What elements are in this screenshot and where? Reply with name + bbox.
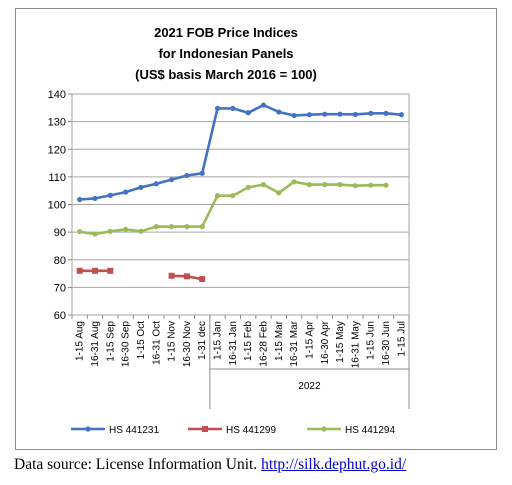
data-point-hs-441294 (322, 182, 328, 188)
data-point-hs-441299 (107, 267, 114, 274)
data-point-hs-441299 (76, 267, 83, 274)
data-point-hs-441231 (230, 105, 236, 111)
y-tick-label: 140 (48, 89, 66, 101)
chart-title-line-3: (US$ basis March 2016 = 100) (135, 67, 317, 82)
x-tick-label: 1-15 Oct (136, 321, 147, 360)
data-point-hs-441294 (199, 224, 205, 230)
data-source-link[interactable]: http://silk.dephut.go.id/ (261, 456, 407, 473)
x-tick-label: 1-15 May (335, 321, 346, 363)
data-point-hs-441231 (291, 112, 297, 119)
x-tick-label: 16-31 Mar (289, 320, 300, 366)
data-point-hs-441294 (77, 228, 83, 235)
x-tick-label: 16-30 Sep (121, 321, 132, 368)
data-point-hs-441299 (168, 272, 175, 279)
data-point-hs-441231 (383, 110, 389, 116)
data-point-hs-441231 (123, 189, 129, 195)
legend-label-hs-441294: HS 441294 (345, 425, 395, 436)
y-tick-label: 80 (54, 255, 66, 267)
data-point-hs-441294 (291, 179, 297, 185)
y-tick-label: 130 (48, 117, 66, 129)
y-tick-label: 60 (54, 310, 66, 322)
data-source-line: Data source: License Information Unit. h… (14, 456, 406, 474)
x-tick-label: 16-31 May (350, 321, 361, 368)
y-tick-label: 70 (54, 282, 66, 294)
data-point-hs-441294 (306, 182, 313, 188)
x-tick-label: 1-15 Feb (243, 321, 254, 361)
chart-title-line-1: 2021 FOB Price Indices (154, 25, 298, 40)
x-tick-label: 1-15 Jun (366, 321, 377, 360)
x-tick-label: 16-30 Apr (320, 320, 331, 364)
data-point-hs-441231 (260, 102, 267, 108)
data-point-hs-441231 (276, 109, 282, 115)
legend-marker-hs-441294 (321, 426, 327, 432)
y-tick-label: 120 (48, 144, 66, 156)
data-point-hs-441231 (322, 111, 328, 117)
legend-marker-hs-441231 (85, 426, 91, 432)
data-point-hs-441231 (214, 105, 221, 111)
legend-marker-hs-441299 (202, 426, 208, 432)
data-point-hs-441294 (245, 184, 251, 190)
x-tick-label: 16-30 Nov (182, 321, 193, 367)
data-point-hs-441231 (337, 111, 343, 117)
data-point-hs-441294 (123, 226, 129, 232)
data-point-hs-441294 (383, 182, 389, 188)
legend-label-hs-441299: HS 441299 (226, 425, 276, 436)
data-point-hs-441231 (107, 192, 113, 198)
data-point-hs-441231 (153, 181, 159, 187)
data-point-hs-441231 (368, 110, 374, 116)
x-tick-label: 1-15 Mar (274, 320, 285, 361)
data-point-hs-441294 (168, 224, 175, 230)
y-tick-label: 100 (48, 200, 66, 212)
data-point-hs-441294 (260, 182, 267, 188)
chart-title-line-2: for Indonesian Panels (158, 46, 293, 61)
data-point-hs-441294 (368, 182, 374, 188)
data-point-hs-441231 (199, 170, 205, 176)
series-line-hs-441231 (79, 103, 402, 201)
data-point-hs-441294 (352, 183, 358, 189)
x-tick-label: 16-31 Oct (151, 321, 162, 365)
x-tick-label: 1-15 Jul (396, 321, 407, 357)
year-group-label: 2022 (298, 381, 321, 392)
data-point-hs-441294 (92, 231, 98, 237)
data-point-hs-441231 (138, 184, 144, 190)
data-point-hs-441231 (306, 112, 313, 118)
y-tick-label: 110 (48, 172, 66, 184)
x-tick-label: 16-28 Feb (258, 321, 269, 367)
chart-svg: 2021 FOB Price Indices for Indonesian Pan… (15, 8, 497, 450)
data-point-hs-441231 (398, 112, 404, 118)
x-tick-label: 16-31 Aug (90, 321, 101, 367)
data-point-hs-441294 (214, 193, 221, 199)
legend-label-hs-441231: HS 441231 (109, 425, 159, 436)
x-tick-label: 1-31 dec (197, 321, 208, 360)
data-point-hs-441299 (91, 267, 98, 274)
data-point-hs-441231 (352, 111, 358, 118)
data-point-hs-441299 (183, 273, 190, 280)
data-point-hs-441294 (107, 228, 113, 234)
x-tick-label: 1-15 Sep (105, 321, 116, 362)
data-point-hs-441231 (245, 110, 251, 116)
data-point-hs-441294 (184, 224, 190, 230)
x-tick-label: 16-30 Jun (381, 321, 392, 365)
chart-frame: 2021 FOB Price Indices for Indonesian Pan… (15, 8, 497, 450)
data-point-hs-441294 (276, 190, 282, 196)
x-tick-label: 1-15 Jan (213, 321, 224, 360)
data-source-text: Data source: License Information Unit. (14, 456, 262, 473)
data-point-hs-441299 (199, 276, 206, 283)
data-point-hs-441294 (337, 182, 343, 188)
x-tick-label: 1-15 Apr (304, 320, 315, 358)
data-point-hs-441231 (92, 195, 98, 202)
data-point-hs-441231 (184, 172, 190, 179)
data-point-hs-441231 (77, 196, 83, 203)
data-point-hs-441294 (153, 224, 159, 230)
x-tick-label: 1-15 Nov (167, 321, 178, 362)
data-point-hs-441294 (230, 193, 236, 199)
y-tick-label: 90 (54, 227, 66, 239)
x-tick-label: 16-31 Jan (228, 321, 239, 365)
data-point-hs-441231 (168, 177, 175, 183)
x-tick-label: 1-15 Aug (75, 321, 86, 361)
data-point-hs-441294 (138, 228, 144, 234)
